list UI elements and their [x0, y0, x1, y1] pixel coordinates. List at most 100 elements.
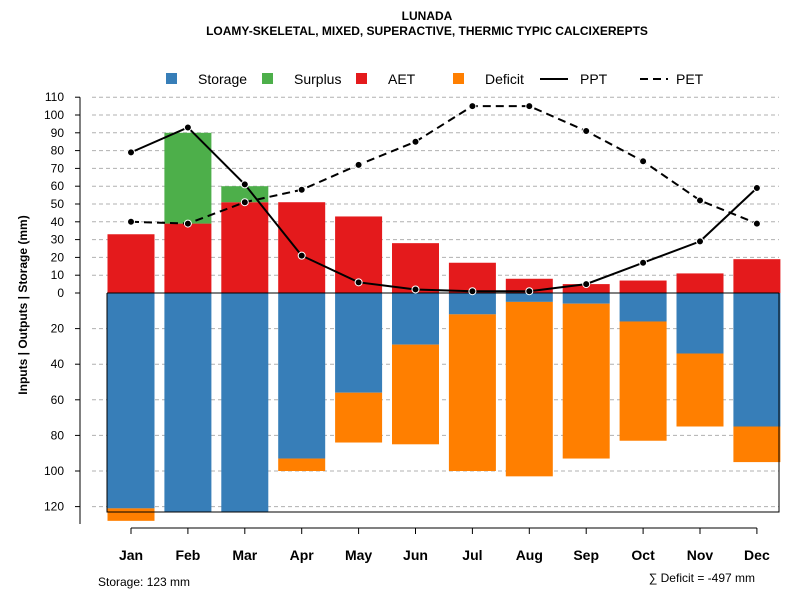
- point-pet-mar: [240, 198, 249, 207]
- x-tick-label-aug: Aug: [516, 547, 543, 563]
- y-tick-label: 10: [51, 268, 65, 282]
- bar-storage-dec: [733, 293, 781, 427]
- y-tick-label: 70: [51, 161, 65, 175]
- legend-label-ppt: PPT: [580, 71, 608, 87]
- bar-deficit-jun: [392, 344, 439, 445]
- y-tick-label: 20: [51, 250, 65, 264]
- x-tick-label-mar: Mar: [232, 547, 257, 563]
- bar-deficit-sep: [562, 303, 610, 459]
- bar-deficit-oct: [619, 321, 667, 441]
- point-ppt-nov: [696, 237, 704, 246]
- legend-label-surplus: Surplus: [294, 71, 341, 87]
- legend-label-deficit: Deficit: [485, 71, 524, 87]
- bar-surplus-feb: [164, 132, 212, 224]
- bar-deficit-aug: [505, 301, 553, 477]
- bar-storage-oct: [619, 293, 667, 322]
- point-ppt-jan: [127, 148, 135, 157]
- legend-label-storage: Storage: [198, 71, 247, 87]
- x-axis: Jan Feb Mar Apr May Jun Jul Aug Sep Oct Nov Dec: [119, 527, 770, 563]
- bar-deficit-nov: [676, 353, 724, 427]
- point-ppt-apr: [297, 251, 306, 260]
- x-tick-label-dec: Dec: [744, 547, 770, 563]
- y-axis-label: Inputs | Outputs | Storage (mm): [16, 215, 30, 394]
- bar-storage-nov: [676, 293, 724, 354]
- legend-label-aet: AET: [388, 71, 416, 87]
- point-ppt-oct: [639, 258, 648, 267]
- point-pet-dec: [752, 219, 761, 228]
- bar-aet-feb: [164, 223, 212, 293]
- y-tick-label: 20: [51, 322, 65, 336]
- y-tick-label: 60: [51, 393, 65, 407]
- y-tick-label: 100: [44, 464, 64, 478]
- x-tick-label-nov: Nov: [687, 547, 714, 563]
- point-pet-jan: [127, 217, 135, 226]
- point-pet-sep: [582, 127, 591, 136]
- x-tick-label-feb: Feb: [175, 547, 200, 563]
- bar-aet-apr: [278, 202, 326, 293]
- x-tick-label-may: May: [345, 547, 372, 563]
- point-ppt-jun: [411, 285, 420, 294]
- point-ppt-dec: [752, 183, 761, 192]
- y-tick-label: 30: [51, 233, 65, 247]
- point-pet-nov: [696, 196, 704, 205]
- point-pet-may: [354, 160, 363, 169]
- storage-note: Storage: 123 mm: [98, 575, 190, 589]
- point-ppt-mar: [240, 180, 249, 189]
- point-pet-aug: [525, 102, 534, 111]
- y-tick-label: 80: [51, 144, 65, 158]
- chart-title: LUNADA: [402, 9, 453, 23]
- bar-storage-apr: [278, 293, 326, 459]
- y-tick-label: 90: [51, 126, 65, 140]
- y-tick-label: 0: [57, 286, 64, 300]
- plot-frame: [106, 292, 780, 513]
- y-tick-label: 110: [45, 90, 64, 104]
- point-ppt-feb: [183, 123, 192, 132]
- point-pet-oct: [639, 157, 648, 166]
- point-ppt-jul: [468, 287, 477, 296]
- bar-storage-aug: [505, 293, 553, 302]
- bar-storage-jun: [392, 293, 439, 345]
- line-pet: [130, 105, 758, 225]
- point-pet-apr: [297, 185, 306, 194]
- bar-aet-nov: [676, 273, 724, 293]
- bar-storage-jan: [107, 293, 155, 509]
- x-tick-label-sep: Sep: [573, 547, 599, 563]
- bar-deficit-jul: [448, 314, 496, 471]
- y-tick-label: 60: [51, 179, 65, 193]
- x-tick-label-apr: Apr: [290, 547, 315, 563]
- y-tick-label: 120: [44, 500, 64, 514]
- point-pet-jun: [411, 137, 420, 146]
- deficit-note: ∑ Deficit = -497 mm: [649, 571, 755, 585]
- x-tick-label-oct: Oct: [631, 547, 655, 563]
- bar-storage-feb: [164, 293, 212, 512]
- point-pet-jul: [468, 102, 477, 111]
- legend-swatch-surplus: [262, 73, 273, 84]
- chart-subtitle: LOAMY-SKELETAL, MIXED, SUPERACTIVE, THER…: [206, 24, 648, 38]
- y-tick-label: 80: [51, 428, 65, 442]
- bar-storage-sep: [562, 293, 610, 304]
- bar-aet-oct: [619, 280, 667, 293]
- x-tick-label-jul: Jul: [462, 547, 482, 563]
- legend-swatch-storage: [166, 73, 177, 84]
- point-ppt-aug: [525, 287, 534, 296]
- bar-aet-jun: [392, 243, 439, 293]
- lower-box: [106, 293, 780, 513]
- x-tick-label-jun: Jun: [403, 547, 428, 563]
- bar-deficit-dec: [733, 426, 781, 463]
- legend-swatch-aet: [356, 73, 367, 84]
- y-tick-label: 40: [51, 215, 65, 229]
- series-lines: [127, 102, 761, 296]
- bar-deficit-apr: [278, 458, 326, 471]
- line-ppt: [130, 126, 758, 293]
- point-ppt-sep: [582, 280, 591, 289]
- y-tick-label: 100: [44, 108, 64, 122]
- legend-label-pet: PET: [676, 71, 704, 87]
- bar-storage-may: [335, 293, 383, 393]
- legend: Storage Surplus AET Deficit PPT PET: [166, 71, 704, 87]
- bar-storage-jul: [448, 293, 496, 315]
- bar-storage-mar: [221, 293, 269, 512]
- bar-aet-mar: [221, 202, 269, 293]
- bar-aet-sep: [562, 284, 610, 293]
